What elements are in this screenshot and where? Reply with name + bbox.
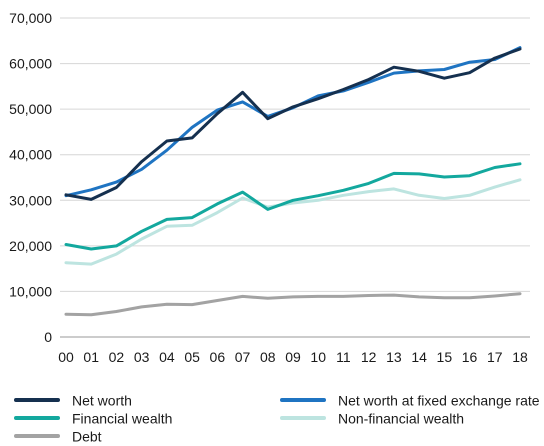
line-chart: 0 10,000 20,000 30,000 40,000 50,000 60,000 70,…	[9, 10, 530, 365]
y-tick-label: 0	[44, 329, 52, 345]
x-tick-label: 06	[210, 349, 226, 365]
legend-swatch-non-financial-wealth	[280, 416, 326, 421]
legend: Net worth Net worth at fixed exchange ra…	[0, 384, 544, 446]
x-tick-label: 02	[109, 349, 125, 365]
series-line-net-worth-at-fixed-exchange-rate	[64, 46, 522, 198]
x-tick-label: 13	[386, 349, 402, 365]
x-tick-label: 10	[310, 349, 326, 365]
legend-swatch-net-worth	[14, 398, 60, 403]
series-line-net-worth	[64, 47, 522, 201]
series-line-debt	[64, 292, 522, 317]
legend-item-financial-wealth: Financial wealth	[14, 407, 172, 427]
legend-item-non-financial-wealth: Non-financial wealth	[280, 407, 464, 427]
series-line-financial-wealth	[64, 162, 522, 251]
x-tick-label: 00	[58, 349, 74, 365]
x-tick-label: 09	[285, 349, 301, 365]
x-tick-label: 12	[361, 349, 377, 365]
series-lines	[64, 46, 522, 317]
y-tick-label: 50,000	[9, 101, 52, 117]
x-tick-label: 01	[83, 349, 99, 365]
y-tick-label: 20,000	[9, 238, 52, 254]
x-tick-label: 11	[336, 349, 351, 365]
x-tick-label: 16	[462, 349, 478, 365]
y-tick-label: 60,000	[9, 56, 52, 72]
x-tick-label: 18	[512, 349, 528, 365]
x-tick-label: 08	[260, 349, 276, 365]
legend-label-net-worth: Net worth	[72, 392, 132, 409]
x-tick-label: 14	[411, 349, 427, 365]
legend-label-net-worth-fixed-rate: Net worth at fixed exchange rate	[338, 392, 540, 409]
y-tick-label: 10,000	[9, 283, 52, 299]
x-tick-label: 07	[235, 349, 251, 365]
x-tick-label: 17	[487, 349, 503, 365]
x-tick-label: 03	[134, 349, 150, 365]
y-axis-tick-labels: 0 10,000 20,000 30,000 40,000 50,000 60,000 70,…	[9, 10, 52, 345]
x-axis-tick-labels: 00 01 02 03 04 05 06 07 08 09 10 11 12 13 14 15 16 17 18	[58, 349, 528, 365]
y-tick-label: 30,000	[9, 192, 52, 208]
legend-label-debt: Debt	[72, 428, 102, 445]
series-line-non-financial-wealth	[64, 178, 522, 266]
x-tick-label: 15	[437, 349, 453, 365]
legend-item-net-worth: Net worth	[14, 389, 132, 409]
legend-label-non-financial-wealth: Non-financial wealth	[338, 410, 465, 427]
y-tick-label: 40,000	[9, 147, 52, 163]
legend-swatch-debt	[14, 434, 60, 439]
x-tick-label: 05	[184, 349, 200, 365]
legend-swatch-financial-wealth	[14, 416, 60, 421]
legend-label-financial-wealth: Financial wealth	[72, 410, 173, 427]
legend-item-net-worth-fixed-rate: Net worth at fixed exchange rate	[280, 389, 540, 409]
y-tick-label: 70,000	[9, 10, 52, 26]
legend-swatch-net-worth-fixed-rate	[280, 398, 326, 403]
gridlines	[60, 17, 530, 338]
legend-item-debt: Debt	[14, 425, 102, 445]
x-tick-label: 04	[159, 349, 175, 365]
